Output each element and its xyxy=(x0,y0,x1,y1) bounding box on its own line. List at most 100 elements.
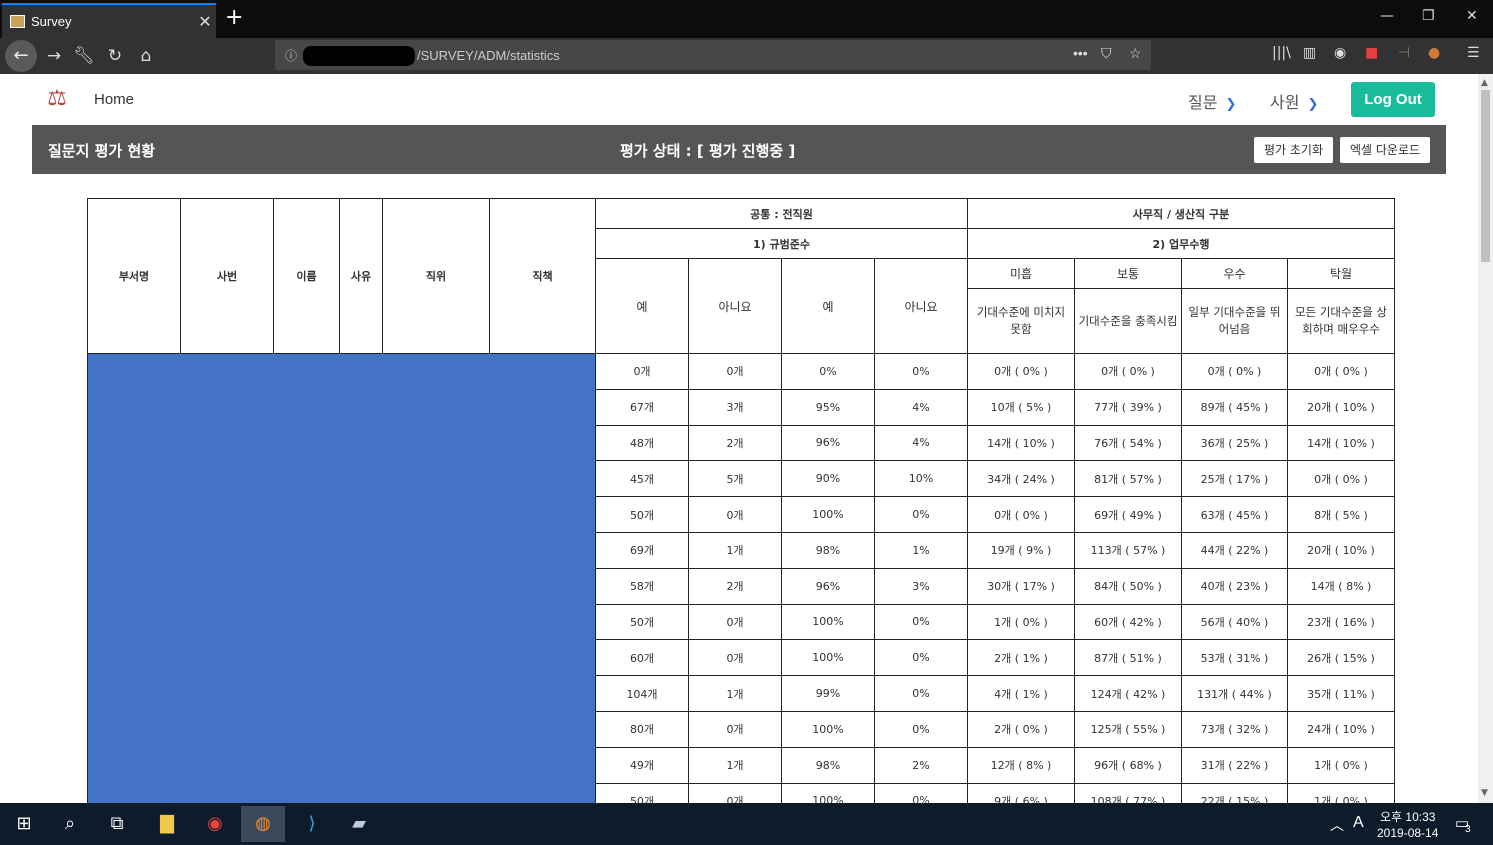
table-cell: 98% xyxy=(781,531,875,569)
table-cell: 98% xyxy=(781,746,875,784)
page-actions-icon[interactable]: ••• xyxy=(1073,45,1088,61)
table-cell: 63개 ( 45% ) xyxy=(1181,496,1288,533)
browser-tab[interactable]: Survey ✕ xyxy=(2,3,216,38)
table-cell: 14개 ( 8% ) xyxy=(1287,567,1395,605)
pocket-icon[interactable]: ⛉ xyxy=(1101,45,1112,61)
table-cell: 50개 xyxy=(595,603,689,641)
excel-download-button[interactable]: 엑셀 다운로드 xyxy=(1340,137,1430,163)
clock-date[interactable]: 2019-08-14 xyxy=(1377,826,1439,840)
app-icon[interactable]: ▰ xyxy=(352,813,366,834)
home-link[interactable]: Home xyxy=(94,91,135,108)
table-cell: 12개 ( 8% ) xyxy=(967,746,1075,784)
header-name: 이름 xyxy=(273,198,340,354)
file-explorer-icon[interactable]: ▇ xyxy=(160,813,174,834)
table-cell: 124개 ( 42% ) xyxy=(1074,675,1182,712)
table-row: 60개 0개 100% 0% 2개 ( 1% ) 87개 ( 51% ) 53개 ( 31%… xyxy=(88,639,1395,677)
window-close-icon[interactable]: ✕ xyxy=(1466,8,1478,24)
windows-start-icon[interactable]: ⊞ xyxy=(16,813,32,834)
header-yes-pct: 예 xyxy=(781,258,875,354)
new-tab-icon[interactable]: + xyxy=(225,5,244,30)
table-cell: 3% xyxy=(874,567,968,605)
table-cell: 2개 ( 1% ) xyxy=(967,639,1075,677)
scroll-down-icon[interactable]: ▼ xyxy=(1481,788,1488,798)
table-cell: 108개 ( 77% ) xyxy=(1074,782,1182,803)
table-cell: 0% xyxy=(874,782,968,803)
menu-question[interactable]: 질문 ❯ xyxy=(1188,89,1236,113)
table-cell: 100% xyxy=(781,710,875,748)
table-cell: 4% xyxy=(874,388,968,426)
table-cell: 0개 xyxy=(688,710,782,748)
scales-logo-icon[interactable]: ⚖ xyxy=(47,86,67,111)
chrome-icon[interactable]: ◉ xyxy=(207,813,223,834)
table-cell: 20개 ( 10% ) xyxy=(1287,388,1395,426)
header-no-pct: 아니요 xyxy=(874,258,968,354)
table-cell: 2개 xyxy=(688,567,782,605)
table-cell: 77개 ( 39% ) xyxy=(1074,388,1182,426)
minimize-icon[interactable]: — xyxy=(1380,8,1394,24)
redacted-employee-block xyxy=(87,352,596,803)
table-cell: 2개 ( 0% ) xyxy=(967,710,1075,748)
ime-indicator[interactable]: A xyxy=(1353,814,1364,831)
site-favicon-icon xyxy=(10,15,25,28)
notification-count: 3 xyxy=(1465,824,1471,835)
back-icon[interactable]: ← xyxy=(5,40,37,72)
site-header: ⚖ Home 질문 ❯ 사원 ❯ Log Out xyxy=(32,74,1446,124)
table-cell: 0개 ( 0% ) xyxy=(1287,460,1395,498)
table-cell: 0% xyxy=(874,496,968,533)
reload-icon[interactable]: ↻ xyxy=(107,46,123,66)
extension-icon[interactable]: ● xyxy=(1428,45,1441,61)
restore-icon[interactable]: ❐ xyxy=(1422,8,1435,24)
wrench-icon[interactable]: 🔧︎ xyxy=(73,46,95,66)
table-row: 50개 0개 100% 0% 0개 ( 0% ) 69개 ( 49% ) 63개 ( 45%… xyxy=(88,496,1395,533)
notification-center-icon[interactable]: ▭ xyxy=(1455,815,1470,832)
vscode-icon[interactable]: ⟩ xyxy=(308,813,316,834)
close-tab-icon[interactable]: ✕ xyxy=(198,12,212,31)
table-cell: 69개 ( 49% ) xyxy=(1074,496,1182,533)
table-cell: 50개 xyxy=(595,782,689,803)
hamburger-menu-icon[interactable]: ☰ xyxy=(1467,45,1480,61)
clock-time[interactable]: 오후 10:33 xyxy=(1380,810,1436,824)
header-level-average: 보통 xyxy=(1074,258,1182,289)
bookmark-star-icon[interactable]: ☆ xyxy=(1129,45,1142,61)
sidebar-icon[interactable]: ▥ xyxy=(1303,45,1317,61)
table-cell: 8개 ( 5% ) xyxy=(1287,496,1395,533)
table-cell: 80개 xyxy=(595,710,689,748)
account-icon[interactable]: ◉ xyxy=(1334,45,1347,61)
header-group-job: 사무직 / 생산직 구분 xyxy=(967,198,1395,229)
scroll-thumb[interactable] xyxy=(1481,90,1490,262)
home-icon[interactable]: ⌂ xyxy=(140,46,152,66)
table-cell: 34개 ( 24% ) xyxy=(967,460,1075,498)
site-info-icon[interactable]: ⓘ xyxy=(285,49,298,63)
search-icon[interactable]: ⌕ xyxy=(64,813,76,834)
logout-button[interactable]: Log Out xyxy=(1351,82,1435,117)
table-cell: 0% xyxy=(874,710,968,748)
browser-tab-bar: Survey ✕ + — ❐ ✕ xyxy=(0,0,1493,38)
tray-chevron-up-icon[interactable]: ︿ xyxy=(1330,817,1344,833)
forward-icon[interactable]: → xyxy=(46,46,62,66)
screenshot-icon[interactable]: ■ xyxy=(1365,45,1379,61)
page-content: ⚖ Home 질문 ❯ 사원 ❯ Log Out 질문지 평가 현황 평가 상태 :… xyxy=(0,74,1478,803)
firefox-icon[interactable]: ◍ xyxy=(241,806,285,842)
evaluation-status: 평가 상태 : [ 평가 진행중 ] xyxy=(620,142,796,160)
reset-evaluation-button[interactable]: 평가 초기화 xyxy=(1254,137,1333,163)
pin-icon[interactable]: ⊣ xyxy=(1398,45,1411,61)
table-row: 49개 1개 98% 2% 12개 ( 8% ) 96개 ( 68% ) 31개 ( 22%… xyxy=(88,746,1395,784)
table-cell: 50개 xyxy=(595,496,689,533)
page-scrollbar[interactable]: ▲ ▼ xyxy=(1478,74,1493,803)
header-employee-no: 사번 xyxy=(180,198,274,354)
table-row: 104개 1개 99% 0% 4개 ( 1% ) 124개 ( 42% ) 131개 ( 4… xyxy=(88,675,1395,712)
table-cell: 60개 xyxy=(595,639,689,677)
header-level-poor: 미흡 xyxy=(967,258,1075,289)
table-cell: 20개 ( 10% ) xyxy=(1287,531,1395,569)
header-no: 아니요 xyxy=(688,258,782,354)
table-cell: 24개 ( 10% ) xyxy=(1287,710,1395,748)
menu-employee[interactable]: 사원 ❯ xyxy=(1270,89,1318,113)
table-cell: 19개 ( 9% ) xyxy=(967,531,1075,569)
table-cell: 96% xyxy=(781,424,875,462)
task-view-icon[interactable]: ⧉ xyxy=(110,813,124,834)
library-icon[interactable]: |||\ xyxy=(1272,45,1291,61)
table-row: 58개 2개 96% 3% 30개 ( 17% ) 84개 ( 50% ) 40개 ( 23… xyxy=(88,567,1395,605)
url-bar[interactable]: ⓘ /SURVEY/ADM/statistics ••• ⛉ ☆ xyxy=(275,40,1151,70)
scroll-up-icon[interactable]: ▲ xyxy=(1481,78,1488,88)
header-duty: 직책 xyxy=(489,198,596,354)
